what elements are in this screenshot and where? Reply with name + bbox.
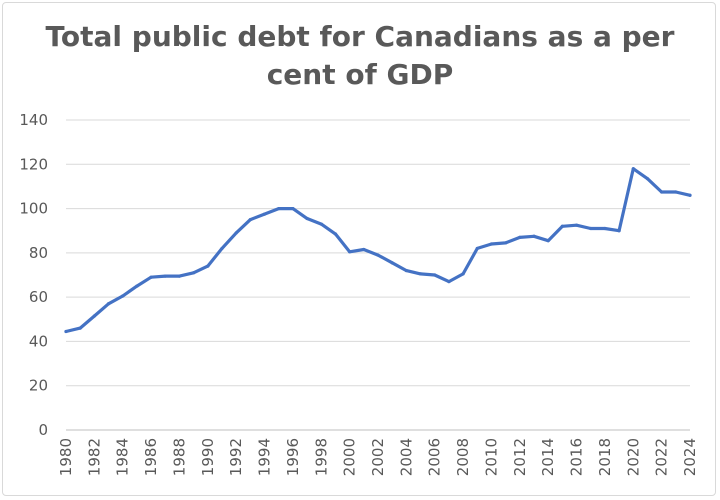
- data-point: [475, 246, 479, 251]
- data-point: [206, 264, 210, 268]
- data-point: [674, 190, 678, 194]
- x-tick-label: 2022: [653, 438, 671, 476]
- data-point: [305, 216, 309, 221]
- data-point: [333, 232, 338, 236]
- x-tick-label: 2024: [681, 438, 699, 476]
- data-point: [645, 177, 650, 181]
- x-tick-label: 1984: [114, 438, 132, 476]
- x-tick-label: 1980: [57, 438, 75, 476]
- data-point: [660, 190, 664, 194]
- data-point: [574, 223, 579, 227]
- data-point: [447, 280, 451, 284]
- data-point: [121, 294, 125, 298]
- chart-title-line-2: cent of GDP: [266, 58, 454, 91]
- y-tick-label: 40: [29, 332, 48, 350]
- x-tick-label: 2004: [397, 438, 415, 476]
- data-point: [589, 226, 593, 231]
- data-point: [348, 250, 352, 254]
- x-tick-label: 1988: [170, 438, 188, 476]
- data-point: [376, 253, 380, 257]
- x-tick-label: 2010: [482, 438, 500, 476]
- data-point: [262, 212, 267, 216]
- data-point: [92, 314, 96, 318]
- gridlines: [66, 119, 690, 431]
- y-tick-label: 100: [19, 200, 48, 218]
- data-point: [390, 261, 394, 265]
- data-point: [461, 272, 465, 276]
- x-tick-label: 2006: [426, 438, 444, 476]
- x-tick-label: 2008: [454, 438, 472, 476]
- chart-title: Total public debt for Canadians as a per…: [0, 18, 720, 94]
- x-tick-label: 2012: [511, 438, 529, 476]
- data-point: [504, 241, 508, 245]
- x-tick-label: 1990: [199, 438, 217, 476]
- data-point: [234, 231, 238, 235]
- data-point: [106, 302, 111, 306]
- y-tick-label: 0: [38, 421, 48, 439]
- x-tick-label: 1996: [284, 438, 302, 476]
- plot-area: [64, 167, 692, 334]
- data-point: [532, 234, 536, 238]
- x-tick-label: 1998: [312, 438, 330, 476]
- data-point: [418, 272, 423, 276]
- data-point: [220, 246, 224, 251]
- data-point: [248, 218, 252, 222]
- y-tick-label: 20: [29, 377, 48, 395]
- data-point: [603, 226, 607, 231]
- data-point: [163, 274, 167, 278]
- data-point: [404, 268, 408, 273]
- data-point: [546, 239, 550, 243]
- x-tick-label: 2014: [539, 438, 557, 476]
- series-line: [64, 167, 692, 334]
- x-tick-label: 2016: [568, 438, 586, 476]
- data-point: [631, 167, 635, 171]
- y-axis: 0 20 40 60 80 100 120 140: [19, 111, 48, 439]
- x-tick-label: 2020: [624, 438, 642, 476]
- data-point: [433, 273, 437, 277]
- x-tick-label: 2002: [369, 438, 387, 476]
- data-point: [362, 247, 366, 252]
- x-tick-label: 2018: [596, 438, 614, 476]
- data-point: [149, 275, 153, 279]
- y-tick-label: 60: [29, 288, 48, 306]
- data-point: [78, 326, 82, 330]
- data-point: [177, 274, 182, 278]
- x-tick-label: 1992: [227, 438, 245, 476]
- x-tick-label: 1994: [256, 438, 274, 476]
- data-point: [688, 193, 692, 197]
- data-point: [319, 222, 323, 226]
- data-point: [135, 284, 139, 288]
- data-point: [192, 271, 196, 275]
- chart-title-line-1: Total public debt for Canadians as a per: [45, 20, 675, 53]
- data-point: [560, 224, 564, 228]
- x-tick-label: 1986: [142, 438, 160, 476]
- y-tick-label: 120: [19, 155, 48, 173]
- data-point: [291, 206, 295, 211]
- x-tick-label: 1982: [85, 438, 103, 476]
- x-tick-label: 2000: [341, 438, 359, 476]
- y-tick-label: 80: [29, 244, 48, 262]
- data-point: [617, 229, 621, 233]
- data-point: [518, 235, 522, 239]
- x-axis: 1980 1982 1984 1986 1988 1990 1992 1994 1996 1998…: [57, 438, 699, 476]
- data-point: [277, 206, 281, 211]
- data-point: [489, 242, 494, 246]
- data-point: [64, 329, 68, 334]
- y-tick-label: 140: [19, 111, 48, 129]
- chart-frame: [2, 2, 716, 496]
